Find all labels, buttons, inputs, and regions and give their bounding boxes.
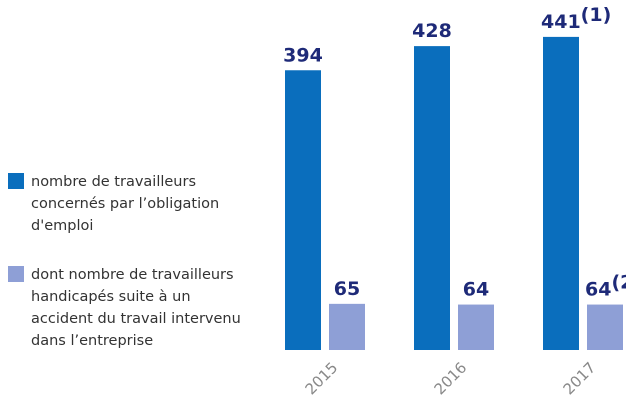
value-label: 441(1) (541, 4, 611, 33)
legend-swatch (8, 266, 24, 282)
value-label: 64 (463, 279, 489, 301)
value-label: 394 (283, 44, 323, 66)
bar (329, 303, 365, 350)
value-label: 65 (334, 278, 360, 300)
bar (543, 36, 579, 350)
x-tick-label: 2015 (302, 359, 342, 399)
bar (587, 304, 623, 350)
legend-item: dont nombre de travailleurs handicapés s… (8, 264, 243, 352)
value-note: (2) (611, 272, 626, 294)
value-note: (1) (581, 4, 612, 26)
bar (414, 46, 450, 351)
bar (458, 304, 494, 350)
x-tick-label: 2017 (560, 359, 600, 399)
legend-swatch (8, 173, 24, 189)
legend-label: dont nombre de travailleurs handicapés s… (31, 267, 241, 349)
bar (285, 70, 321, 350)
value-label: 64(2) (585, 272, 626, 301)
legend-label: nombre de travailleurs concernés par l’o… (31, 174, 220, 234)
x-tick-label: 2016 (431, 359, 471, 399)
value-label: 428 (412, 20, 452, 42)
legend-item: nombre de travailleurs concernés par l’o… (8, 171, 243, 237)
